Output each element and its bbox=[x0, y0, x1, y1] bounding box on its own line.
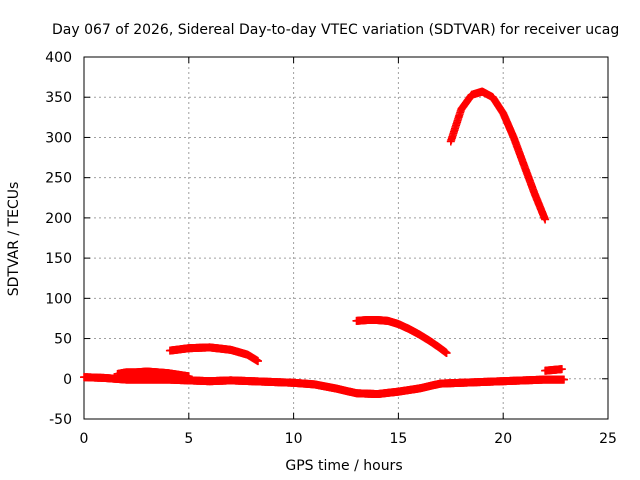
x-tick-label: 15 bbox=[389, 431, 407, 447]
series-arc-evening bbox=[446, 87, 550, 224]
series-arc-afternoon bbox=[352, 316, 451, 358]
y-tick-label: 400 bbox=[45, 50, 72, 66]
axis-ticks: 0 5 10 15 20 25 -50 0 50 100 150 200 250 300 350 400 bbox=[45, 50, 617, 447]
x-tick-label: 20 bbox=[494, 431, 512, 447]
y-tick-label: 350 bbox=[45, 90, 72, 106]
x-tick-label: 5 bbox=[184, 431, 193, 447]
y-tick-label: 150 bbox=[45, 251, 72, 267]
y-axis-label: SDTVAR / TECUs bbox=[6, 182, 22, 297]
data-point-late-segment bbox=[557, 365, 566, 374]
data-point-arc-evening bbox=[541, 215, 550, 224]
data-point-arc-morning bbox=[253, 357, 262, 366]
data-series bbox=[80, 87, 568, 399]
y-tick-label: 200 bbox=[45, 211, 72, 227]
y-tick-label: 250 bbox=[45, 171, 72, 187]
series-arc-morning bbox=[165, 343, 262, 366]
series-early-cluster bbox=[113, 367, 193, 381]
y-tick-label: 0 bbox=[63, 372, 72, 388]
data-point-baseline bbox=[559, 375, 568, 384]
x-tick-label: 10 bbox=[285, 431, 303, 447]
y-tick-label: 300 bbox=[45, 130, 72, 146]
plot-frame bbox=[83, 56, 609, 420]
y-tick-label: 100 bbox=[45, 291, 72, 307]
chart-title: Day 067 of 2026, Sidereal Day-to-day VTE… bbox=[52, 22, 619, 38]
series-late-segment bbox=[541, 365, 566, 375]
x-tick-label: 25 bbox=[599, 431, 617, 447]
series-baseline bbox=[80, 373, 568, 399]
x-tick-label: 0 bbox=[80, 431, 89, 447]
y-tick-label: 50 bbox=[54, 332, 72, 348]
y-tick-label: -50 bbox=[49, 412, 72, 428]
data-point-arc-afternoon bbox=[442, 349, 451, 358]
x-axis-label: GPS time / hours bbox=[285, 458, 402, 474]
data-point-early-cluster bbox=[184, 372, 193, 381]
